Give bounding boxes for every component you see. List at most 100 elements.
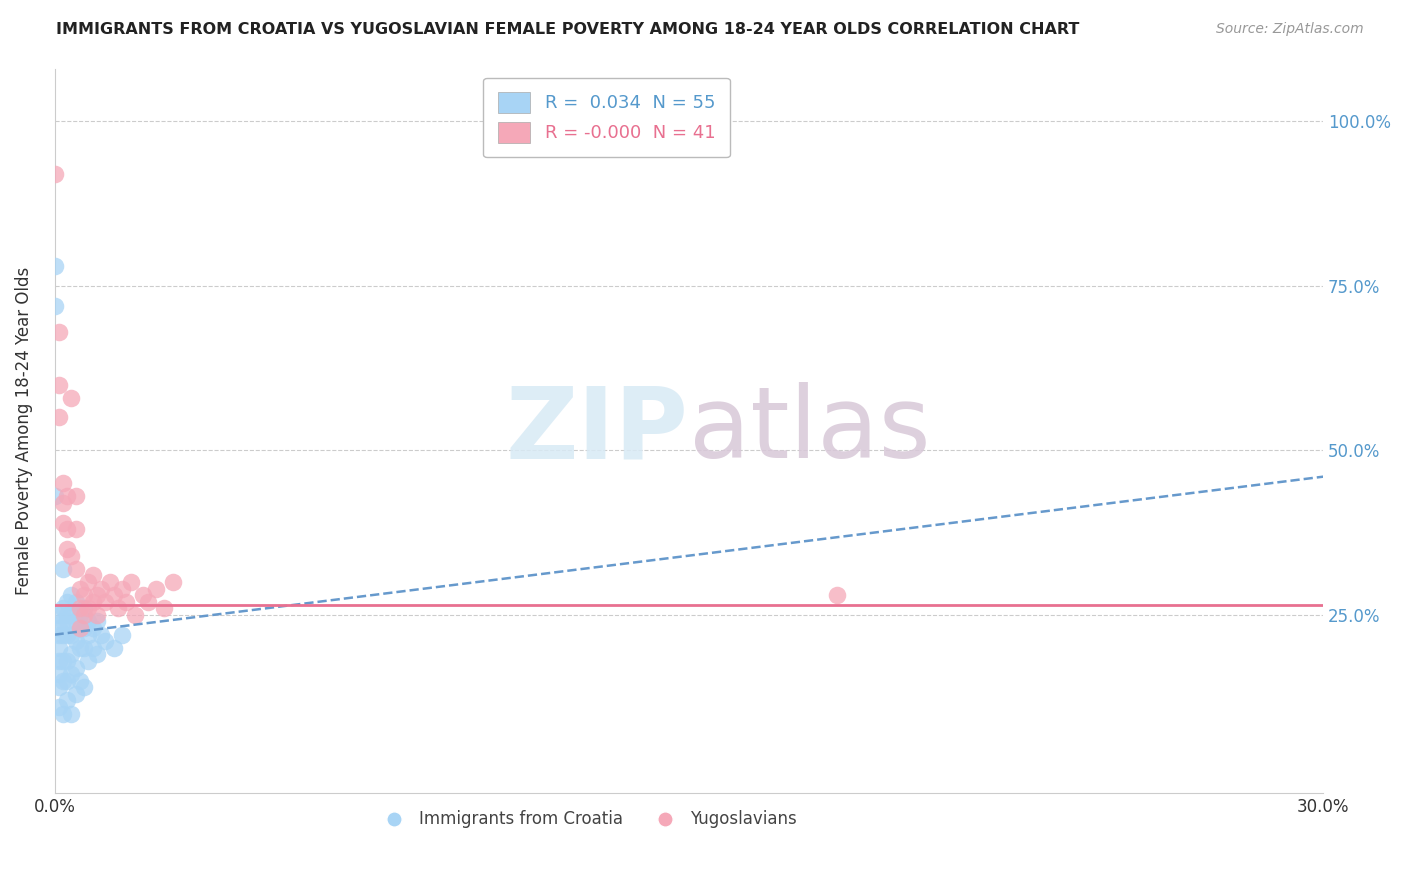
Point xyxy=(107,601,129,615)
Point xyxy=(73,588,96,602)
Point xyxy=(52,673,75,688)
Point xyxy=(111,582,134,596)
Point xyxy=(52,654,75,668)
Point xyxy=(60,628,83,642)
Point xyxy=(69,607,91,622)
Point xyxy=(65,660,87,674)
Point xyxy=(153,601,176,615)
Point xyxy=(77,574,100,589)
Point xyxy=(73,621,96,635)
Point xyxy=(56,490,79,504)
Point xyxy=(44,490,66,504)
Point xyxy=(65,490,87,504)
Point xyxy=(48,654,70,668)
Point xyxy=(60,648,83,662)
Point xyxy=(52,516,75,530)
Point xyxy=(82,621,104,635)
Point xyxy=(60,391,83,405)
Point xyxy=(103,588,125,602)
Point xyxy=(145,582,167,596)
Point xyxy=(132,588,155,602)
Point xyxy=(115,595,138,609)
Point xyxy=(60,549,83,563)
Point xyxy=(73,640,96,655)
Point xyxy=(94,634,117,648)
Point xyxy=(65,615,87,629)
Point xyxy=(69,640,91,655)
Point xyxy=(90,628,112,642)
Point xyxy=(48,640,70,655)
Point xyxy=(56,628,79,642)
Point xyxy=(48,325,70,339)
Point xyxy=(77,615,100,629)
Point xyxy=(48,667,70,681)
Point xyxy=(86,648,108,662)
Point xyxy=(82,595,104,609)
Text: Source: ZipAtlas.com: Source: ZipAtlas.com xyxy=(1216,22,1364,37)
Text: IMMIGRANTS FROM CROATIA VS YUGOSLAVIAN FEMALE POVERTY AMONG 18-24 YEAR OLDS CORR: IMMIGRANTS FROM CROATIA VS YUGOSLAVIAN F… xyxy=(56,22,1080,37)
Point xyxy=(52,601,75,615)
Point xyxy=(73,607,96,622)
Point xyxy=(48,628,70,642)
Point xyxy=(52,706,75,721)
Point xyxy=(98,574,121,589)
Point xyxy=(48,681,70,695)
Point xyxy=(60,588,83,602)
Point xyxy=(90,582,112,596)
Point xyxy=(60,667,83,681)
Point xyxy=(825,588,848,602)
Point xyxy=(136,595,159,609)
Point xyxy=(69,673,91,688)
Point xyxy=(94,595,117,609)
Point xyxy=(56,615,79,629)
Point xyxy=(77,628,100,642)
Point xyxy=(48,607,70,622)
Legend: Immigrants from Croatia, Yugoslavians: Immigrants from Croatia, Yugoslavians xyxy=(371,804,804,835)
Point xyxy=(56,595,79,609)
Point xyxy=(52,496,75,510)
Point xyxy=(82,640,104,655)
Point xyxy=(56,522,79,536)
Y-axis label: Female Poverty Among 18-24 Year Olds: Female Poverty Among 18-24 Year Olds xyxy=(15,267,32,595)
Point xyxy=(60,607,83,622)
Point xyxy=(124,607,146,622)
Point xyxy=(56,542,79,557)
Point xyxy=(52,476,75,491)
Point xyxy=(86,607,108,622)
Point xyxy=(69,621,91,635)
Point xyxy=(69,601,91,615)
Point xyxy=(162,574,184,589)
Point xyxy=(56,654,79,668)
Point xyxy=(86,615,108,629)
Point xyxy=(52,562,75,576)
Point xyxy=(44,167,66,181)
Point xyxy=(56,673,79,688)
Text: ZIP: ZIP xyxy=(506,382,689,479)
Point xyxy=(44,298,66,312)
Text: atlas: atlas xyxy=(689,382,931,479)
Point xyxy=(48,621,70,635)
Point xyxy=(48,410,70,425)
Point xyxy=(69,582,91,596)
Point xyxy=(103,640,125,655)
Point xyxy=(48,700,70,714)
Point xyxy=(77,654,100,668)
Point xyxy=(86,588,108,602)
Point xyxy=(56,693,79,707)
Point xyxy=(65,522,87,536)
Point xyxy=(73,601,96,615)
Point xyxy=(65,634,87,648)
Point xyxy=(60,706,83,721)
Point xyxy=(111,628,134,642)
Point xyxy=(65,562,87,576)
Point xyxy=(56,607,79,622)
Point xyxy=(65,595,87,609)
Point xyxy=(44,259,66,273)
Point xyxy=(73,681,96,695)
Point xyxy=(48,377,70,392)
Point xyxy=(52,615,75,629)
Point xyxy=(77,601,100,615)
Point xyxy=(82,568,104,582)
Point xyxy=(69,621,91,635)
Point xyxy=(65,687,87,701)
